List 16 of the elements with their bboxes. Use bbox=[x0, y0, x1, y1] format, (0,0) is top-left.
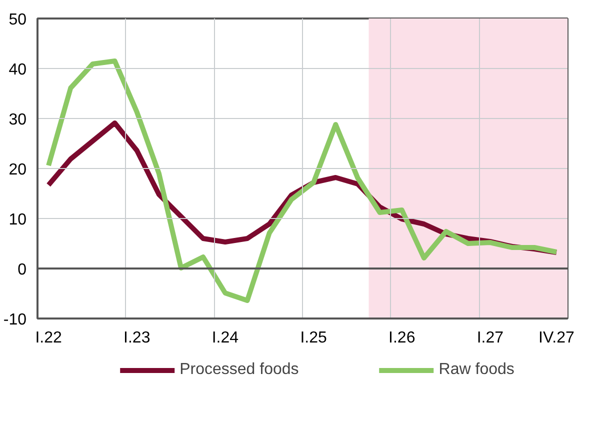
x-tick-label: I.24 bbox=[212, 330, 239, 346]
y-tick-label: 20 bbox=[8, 162, 27, 178]
x-tick-label: I.22 bbox=[35, 330, 62, 346]
y-tick-label: 50 bbox=[8, 12, 27, 28]
y-tick-label: 0 bbox=[18, 262, 27, 278]
x-tick-label: I.27 bbox=[476, 330, 504, 346]
x-tick-label: IV.27 bbox=[538, 330, 575, 346]
y-tick-label: 40 bbox=[8, 62, 27, 78]
legend-label: Processed foods bbox=[180, 361, 299, 379]
legend-label: Raw foods bbox=[438, 361, 514, 379]
y-tick-label: 30 bbox=[8, 112, 27, 128]
y-tick-label: 10 bbox=[8, 212, 27, 228]
x-tick-label: I.23 bbox=[124, 330, 150, 346]
x-tick-label: I.25 bbox=[300, 330, 327, 346]
y-tick-label: -10 bbox=[3, 312, 27, 328]
x-tick-label: I.26 bbox=[388, 330, 416, 346]
